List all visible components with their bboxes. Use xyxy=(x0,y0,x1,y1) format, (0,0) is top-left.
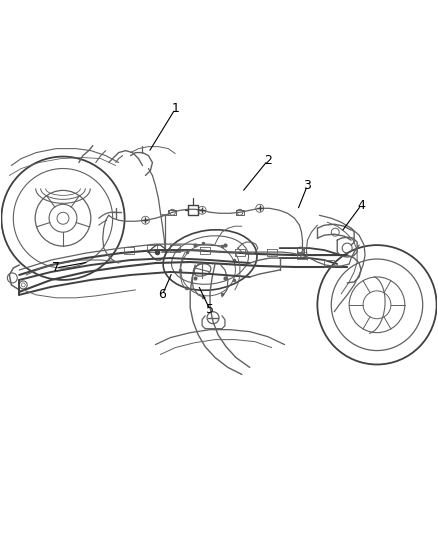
Text: 7: 7 xyxy=(52,262,60,274)
Text: 5: 5 xyxy=(206,303,214,316)
Text: 6: 6 xyxy=(159,288,166,301)
Text: 3: 3 xyxy=(304,179,311,192)
Text: 4: 4 xyxy=(357,199,365,212)
Text: 1: 1 xyxy=(171,102,179,115)
Text: 2: 2 xyxy=(264,154,272,167)
